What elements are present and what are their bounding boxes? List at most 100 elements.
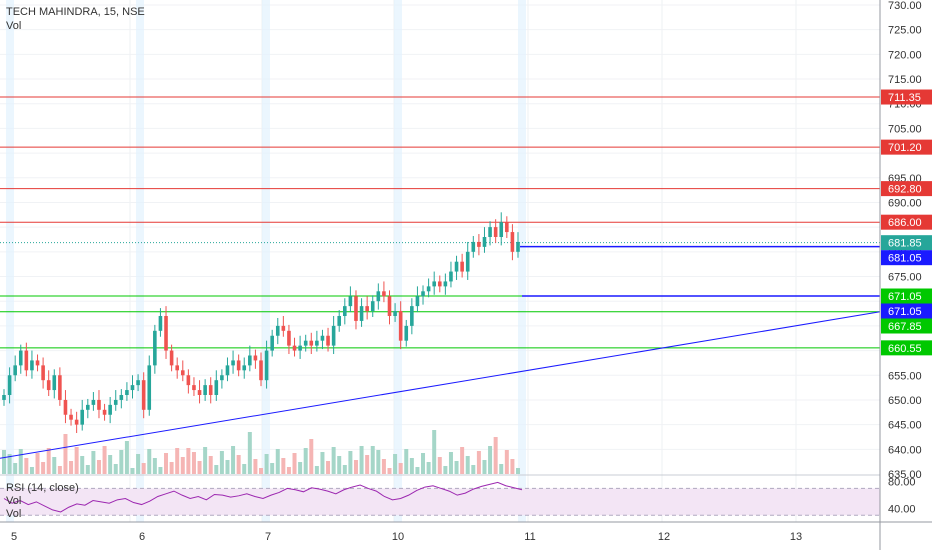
rsi-pane: 80.00 40.00 [0,474,916,516]
volume-bar [482,460,487,474]
candle-body [46,380,51,391]
price-tag [881,340,932,356]
volume-bar [426,462,431,474]
volume-bar [326,461,331,474]
candle-body [13,365,17,376]
candle-body [192,385,196,391]
candle-body [119,395,124,400]
candle-body [208,385,213,395]
volume-bar [46,448,51,474]
horizontal-levels[interactable] [0,96,881,459]
candle-body [52,375,57,391]
candle-body [259,360,263,381]
price-tag-label: 686.00 [888,217,922,229]
candle-body [275,325,280,336]
time-axis-label: 7 [265,531,271,543]
candle-body [281,325,286,331]
price-axis-label: 730.00 [888,0,922,12]
volume-bar [465,456,470,474]
volume-bar [80,456,85,474]
volume-bar [259,468,263,474]
volume-bar [147,449,152,474]
volume-bar [247,432,252,474]
volume-bar [387,468,392,474]
candle-body [287,330,291,346]
time-axis-label: 6 [139,531,145,543]
volume-bar [499,464,504,474]
session-band [518,0,526,522]
candlestick-series [2,212,520,434]
volume-bar [186,448,191,474]
price-tag-label: 681.05 [888,253,922,265]
volume-bar [24,458,29,474]
price-axis-label: 635.00 [888,469,922,481]
volume-bar [13,463,18,474]
candle-body [499,222,504,237]
price-tag-label: 660.55 [888,343,922,355]
rsi-scale-label: 40.00 [888,504,916,516]
candle-body [443,281,448,287]
candle-body [102,409,107,415]
volume-bar [286,467,291,474]
volume-bar [488,446,493,474]
volume-bar [214,465,219,474]
price-axis[interactable]: 730.00725.00720.00715.00710.00705.00695.… [879,0,922,550]
candle-body [410,306,414,326]
candle-body [421,291,425,297]
volume-bar [231,446,236,474]
price-tag [881,318,932,334]
volume-bar [2,450,6,474]
volume-bar [253,459,258,474]
candle-body [86,404,90,410]
candle-body [404,325,409,341]
candle-body [141,380,146,410]
candle-body [415,296,420,307]
candle-body [510,232,515,252]
volume-bar [404,449,409,474]
candle-body [97,399,101,410]
candle-body [253,355,258,361]
candle-body [482,237,487,247]
candle-body [248,355,252,366]
time-axis-label: 10 [392,531,404,543]
price-axis-label: 715.00 [888,74,922,86]
candle-body [69,414,73,420]
volume-bar [460,447,465,474]
price-axis-label: 675.00 [888,272,922,284]
price-tag-label: 667.85 [888,321,922,333]
session-band [394,0,402,522]
volume-bar [180,457,185,474]
volume-bar [409,458,414,474]
volume-bar [337,456,342,474]
chart-grid [0,0,880,522]
volume-bars [2,430,520,474]
volume-bar [124,441,129,474]
time-axis[interactable]: 5 6 7 10 11 12 13 [0,521,932,543]
price-tag [881,235,932,251]
rsi-vol-legend-1: Vol [6,495,22,507]
candle-body [303,340,308,346]
rsi-legend[interactable]: RSI (14, close) [6,482,79,494]
candle-body [331,325,336,346]
volume-bar [365,455,370,474]
price-tag-label: 671.05 [888,306,922,318]
volume-bar [197,461,202,474]
price-tags: 711.35 701.20 692.80 686.00 681.85 681.05 671.… [881,89,932,356]
candle-body [24,350,29,371]
price-axis-label: 725.00 [888,25,922,37]
volume-bar [471,465,476,474]
candle-body [454,261,459,272]
volume-bar [314,466,319,474]
candle-body [186,375,191,386]
volume-legend: Vol [6,20,22,32]
volume-bar [175,448,180,474]
price-axis-label: 650.00 [888,395,922,407]
volume-bar [63,434,68,474]
candle-body [113,399,118,405]
volume-bar [130,468,135,474]
price-tag-label: 692.80 [888,184,922,196]
symbol-title[interactable]: TECH MAHINDRA, 15, NSE [6,6,145,18]
candle-body [130,385,135,391]
price-axis-label: 640.00 [888,444,922,456]
